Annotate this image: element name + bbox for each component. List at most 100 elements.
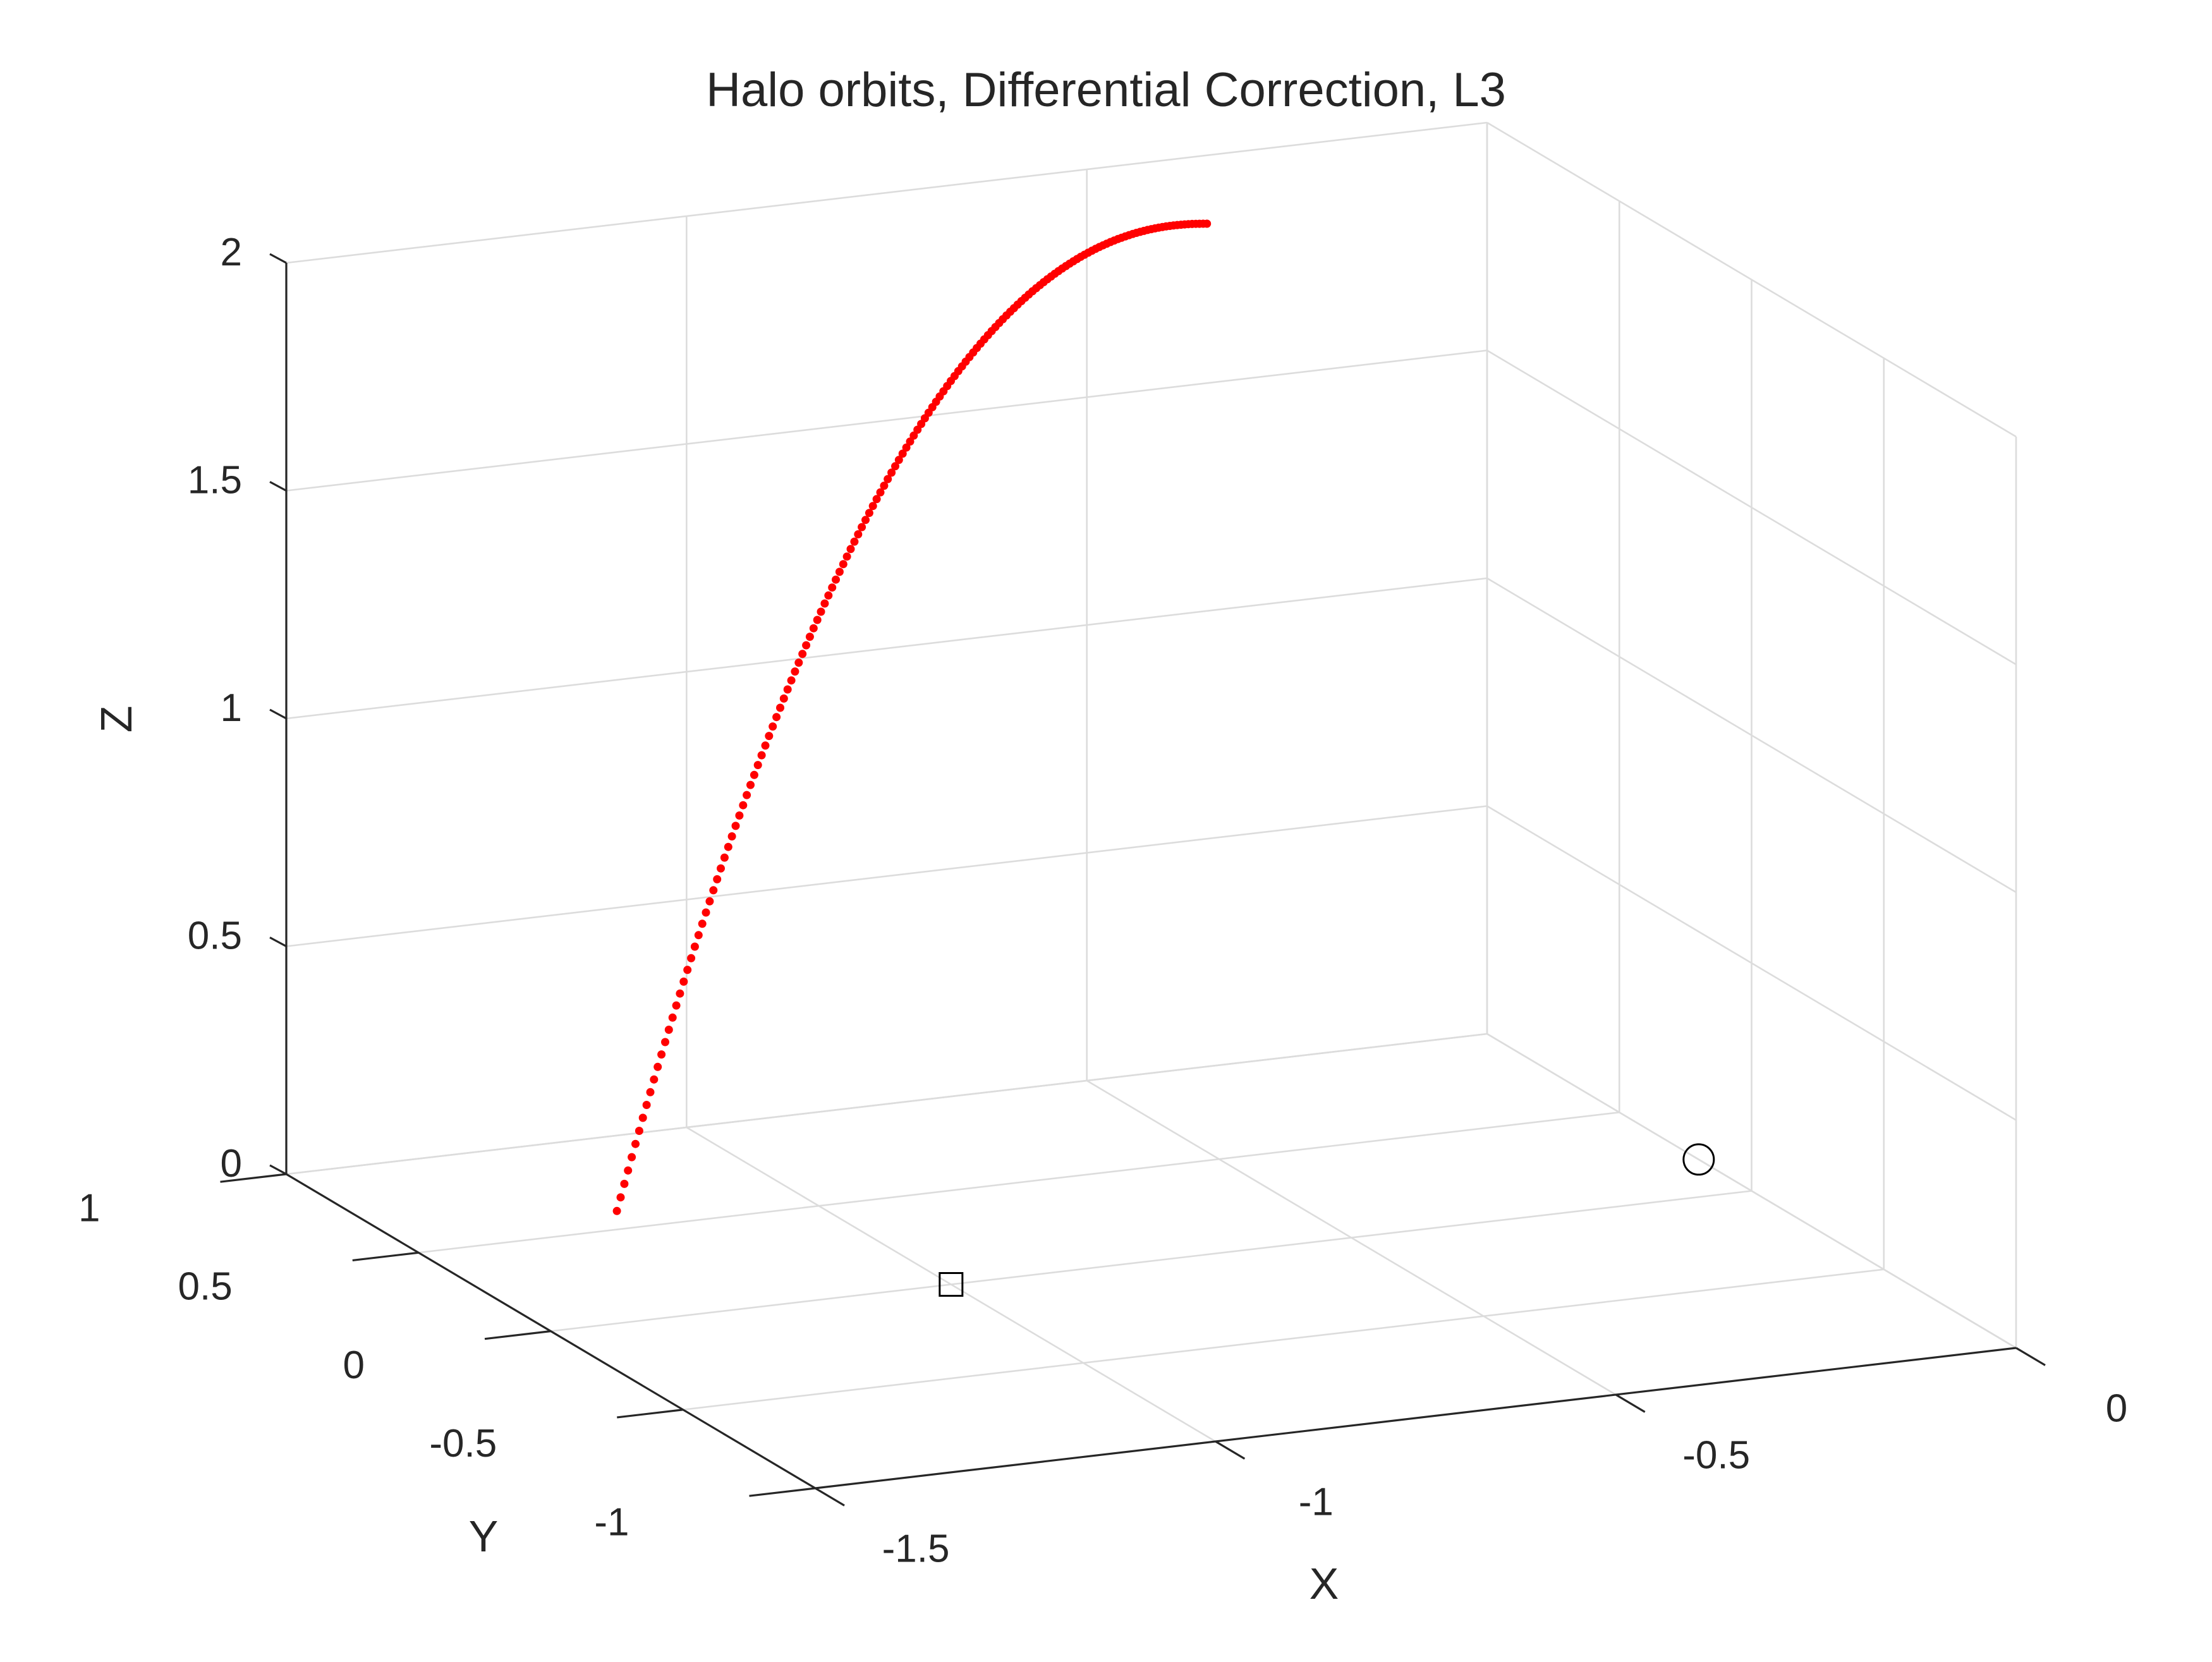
- series-point: [894, 456, 903, 464]
- series-point: [705, 897, 714, 906]
- series-point: [769, 722, 777, 731]
- grid-line-floor-y: [683, 1268, 1884, 1411]
- series-point: [865, 509, 873, 518]
- z-tick-label: 2: [221, 231, 242, 274]
- series-point: [635, 1127, 643, 1135]
- series-point: [854, 530, 863, 538]
- grid-line-back-z: [286, 1033, 1488, 1175]
- series-point: [861, 516, 870, 525]
- series-point: [805, 633, 814, 641]
- series-point: [835, 567, 844, 576]
- series-point: [880, 482, 889, 490]
- series-point: [757, 751, 766, 760]
- series-point: [787, 676, 796, 685]
- series-point: [720, 853, 729, 862]
- x-tick: [2015, 1347, 2046, 1366]
- series-point: [646, 1088, 655, 1096]
- series-point: [791, 667, 799, 676]
- y-tick-label: 0: [343, 1344, 365, 1387]
- series-point: [679, 977, 688, 986]
- z-tick-label: 1.5: [188, 459, 242, 502]
- x-tick-label: -1: [1299, 1480, 1334, 1524]
- series-point: [731, 822, 740, 830]
- x-axis-line: [815, 1347, 2017, 1489]
- series-point: [765, 732, 774, 741]
- y-tick-label: 0.5: [178, 1265, 233, 1309]
- x-tick-label: 0: [2106, 1386, 2127, 1430]
- series-point: [906, 437, 915, 446]
- series-point: [794, 658, 803, 667]
- y-tick-label: 1: [78, 1186, 100, 1230]
- series-point: [727, 832, 736, 840]
- square-marker: [939, 1272, 964, 1297]
- series-point: [761, 741, 770, 750]
- series-point: [872, 495, 881, 504]
- z-tick: [269, 708, 287, 720]
- series-point: [753, 761, 762, 770]
- series-point: [620, 1179, 629, 1188]
- series-point: [891, 462, 899, 471]
- y-axis-label: Y: [469, 1512, 499, 1561]
- series-point: [668, 1013, 677, 1022]
- chart-title: Halo orbits, Differential Correction, L3: [706, 63, 1506, 117]
- series-point: [612, 1206, 621, 1215]
- series-point: [842, 552, 851, 561]
- y-tick-label: -0.5: [429, 1422, 497, 1465]
- series-point: [850, 537, 859, 546]
- series-point: [698, 919, 707, 928]
- series-point: [739, 801, 748, 810]
- series-point: [628, 1153, 636, 1162]
- x-tick: [1215, 1440, 1246, 1460]
- series-point: [650, 1075, 659, 1084]
- series-point: [839, 560, 848, 569]
- z-tick: [269, 937, 287, 947]
- grid-line-side-z: [1486, 1033, 2017, 1349]
- z-tick-label: 0: [221, 1142, 242, 1186]
- grid-layer: [285, 121, 2017, 1489]
- z-tick: [269, 481, 287, 492]
- series-point: [813, 616, 822, 624]
- grid-line-side-z: [1486, 349, 2017, 665]
- grid-line-side-z: [1486, 805, 2017, 1121]
- series-point: [820, 599, 829, 608]
- series-point: [664, 1026, 673, 1034]
- series-point: [690, 942, 699, 951]
- z-tick-label: 0.5: [188, 914, 242, 958]
- series-point: [687, 954, 696, 962]
- z-axis-label: Z: [92, 706, 141, 733]
- grid-line-back-z: [286, 805, 1488, 947]
- series-point: [709, 886, 718, 895]
- series-point: [642, 1101, 651, 1109]
- series-point: [832, 575, 840, 584]
- series-point: [750, 770, 758, 779]
- series-point: [846, 545, 855, 554]
- series-point: [887, 468, 896, 477]
- series-point: [616, 1193, 625, 1202]
- series-point: [638, 1113, 647, 1122]
- x-tick-label: -1.5: [882, 1527, 950, 1570]
- x-tick: [815, 1487, 845, 1507]
- series-point: [776, 703, 784, 712]
- series-point: [672, 1001, 681, 1010]
- x-axis-label: X: [1310, 1559, 1339, 1608]
- series-point: [898, 449, 907, 458]
- grid-line-back-z: [286, 121, 1488, 264]
- x-tick: [1615, 1393, 1646, 1413]
- series-point: [802, 641, 811, 650]
- series-point: [713, 875, 722, 883]
- series-point: [676, 989, 684, 998]
- y-tick: [352, 1251, 419, 1262]
- series-point: [735, 811, 744, 820]
- grid-line-floor-y: [418, 1111, 1620, 1254]
- y-tick: [749, 1487, 816, 1497]
- series-point: [653, 1062, 662, 1071]
- series-point: [817, 607, 825, 616]
- grid-line-back-z: [286, 349, 1488, 492]
- ticks-layer: -1.5 -1 -0.5 0 -1 -0.5 0 0.5 1 0 0.5 1 1.5 2: [78, 231, 2127, 1570]
- y-tick: [617, 1409, 683, 1419]
- series-point: [724, 842, 732, 851]
- circle-marker: [1682, 1143, 1715, 1176]
- series-point: [798, 650, 807, 658]
- grid-line-floor-y: [550, 1190, 1752, 1332]
